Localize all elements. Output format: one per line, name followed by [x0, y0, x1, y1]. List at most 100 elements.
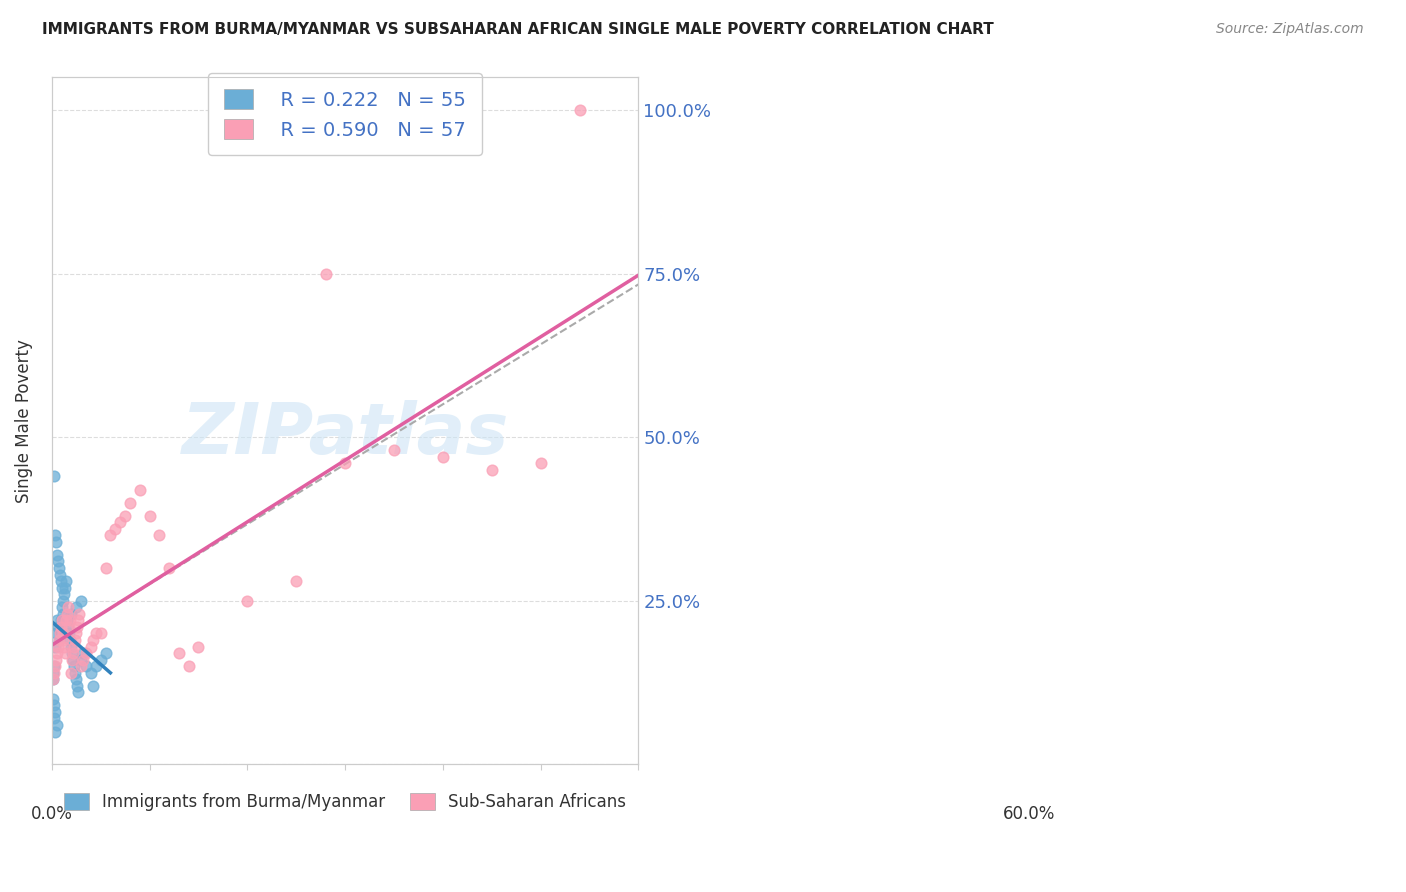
Point: [62, 652, 84, 666]
Point: [45, 626, 67, 640]
Point: [51, 613, 73, 627]
Point: [114, 508, 136, 523]
Point: [432, 450, 454, 464]
Point: [44, 640, 66, 654]
Point: [45, 613, 67, 627]
Point: [60, 652, 83, 666]
Y-axis label: Single Male Poverty: Single Male Poverty: [15, 339, 32, 503]
Point: [60, 640, 83, 654]
Point: [65, 600, 87, 615]
Legend: Immigrants from Burma/Myanmar, Sub-Saharan Africans: Immigrants from Burma/Myanmar, Sub-Sahar…: [58, 786, 633, 818]
Point: [65, 672, 87, 686]
Point: [481, 463, 503, 477]
Point: [48, 567, 70, 582]
Point: [46, 554, 69, 568]
Point: [58, 620, 80, 634]
Point: [42, 672, 65, 686]
Point: [67, 607, 90, 621]
Point: [70, 659, 93, 673]
Point: [82, 632, 104, 647]
Point: [48, 626, 70, 640]
Point: [67, 685, 90, 699]
Point: [49, 613, 72, 627]
Point: [42, 665, 65, 680]
Point: [56, 613, 79, 627]
Point: [58, 600, 80, 615]
Point: [63, 665, 86, 680]
Point: [46, 620, 69, 634]
Point: [94, 646, 117, 660]
Point: [75, 659, 97, 673]
Point: [63, 640, 86, 654]
Point: [236, 593, 259, 607]
Point: [55, 646, 77, 660]
Point: [382, 443, 405, 458]
Point: [70, 593, 93, 607]
Point: [66, 620, 89, 634]
Point: [90, 652, 112, 666]
Point: [100, 528, 122, 542]
Point: [63, 659, 86, 673]
Point: [63, 632, 86, 647]
Point: [148, 528, 170, 542]
Point: [51, 626, 73, 640]
Point: [42, 469, 65, 483]
Point: [118, 495, 141, 509]
Point: [62, 646, 84, 660]
Point: [45, 718, 67, 732]
Point: [58, 626, 80, 640]
Point: [94, 561, 117, 575]
Point: [44, 659, 66, 673]
Point: [51, 581, 73, 595]
Point: [49, 620, 72, 634]
Point: [75, 646, 97, 660]
Point: [333, 456, 356, 470]
Point: [60, 607, 83, 621]
Point: [60, 646, 83, 660]
Point: [104, 522, 127, 536]
Point: [177, 659, 200, 673]
Point: [44, 528, 66, 542]
Point: [42, 711, 65, 725]
Point: [42, 672, 65, 686]
Point: [45, 646, 67, 660]
Point: [49, 574, 72, 588]
Point: [48, 632, 70, 647]
Point: [285, 574, 308, 588]
Text: 0.0%: 0.0%: [31, 805, 73, 823]
Point: [60, 665, 83, 680]
Point: [315, 267, 337, 281]
Point: [48, 561, 70, 575]
Point: [157, 561, 180, 575]
Point: [138, 508, 160, 523]
Point: [55, 613, 77, 627]
Point: [568, 103, 591, 117]
Text: Source: ZipAtlas.com: Source: ZipAtlas.com: [1216, 22, 1364, 37]
Point: [82, 679, 104, 693]
Point: [65, 626, 87, 640]
Point: [72, 652, 94, 666]
Point: [167, 646, 190, 660]
Point: [55, 581, 77, 595]
Point: [90, 626, 112, 640]
Point: [52, 632, 75, 647]
Point: [42, 691, 65, 706]
Point: [42, 659, 65, 673]
Point: [187, 640, 209, 654]
Point: [128, 483, 150, 497]
Point: [70, 652, 93, 666]
Point: [52, 593, 75, 607]
Point: [48, 632, 70, 647]
Text: 60.0%: 60.0%: [1004, 805, 1056, 823]
Point: [58, 620, 80, 634]
Point: [84, 626, 107, 640]
Point: [45, 548, 67, 562]
Point: [46, 640, 69, 654]
Point: [56, 607, 79, 621]
Point: [42, 698, 65, 713]
Point: [84, 659, 107, 673]
Point: [53, 640, 76, 654]
Point: [44, 724, 66, 739]
Point: [67, 613, 90, 627]
Text: IMMIGRANTS FROM BURMA/MYANMAR VS SUBSAHARAN AFRICAN SINGLE MALE POVERTY CORRELAT: IMMIGRANTS FROM BURMA/MYANMAR VS SUBSAHA…: [42, 22, 994, 37]
